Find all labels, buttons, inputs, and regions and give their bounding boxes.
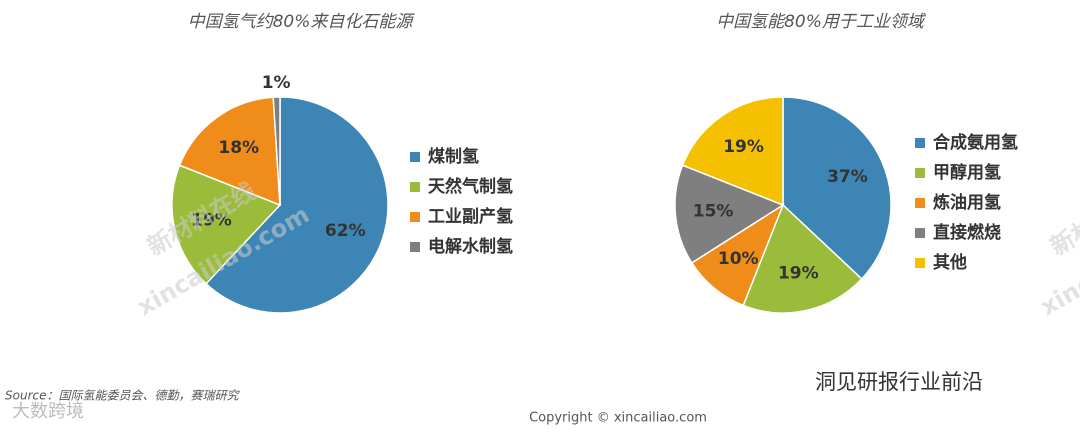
legend-label: 天然气制氢 — [428, 176, 513, 197]
legend-label: 直接燃烧 — [933, 222, 1001, 243]
slice-label: 19% — [778, 264, 819, 284]
slice-label: 19% — [191, 210, 232, 230]
legend-label: 其他 — [933, 252, 967, 273]
legend-label: 合成氨用氢 — [933, 132, 1018, 153]
legend-swatch — [410, 152, 420, 162]
pie-slice — [272, 96, 281, 206]
legend-swatch — [915, 258, 925, 268]
watermark: xincailiao.com — [1036, 200, 1080, 321]
slice-label: 15% — [693, 202, 734, 222]
slice-label: 1% — [262, 73, 291, 93]
slice-label: 62% — [325, 221, 366, 241]
watermark: 大数跨境 — [12, 401, 84, 422]
pie-slice — [681, 96, 784, 207]
slice-label: 19% — [723, 137, 764, 157]
slice-label: 18% — [218, 138, 259, 158]
source: Source：国际氢能委员会、德勤，赛瑞研究 — [5, 389, 240, 403]
legend-swatch — [410, 182, 420, 192]
legend-label: 甲醇用氢 — [933, 162, 1001, 183]
pie-slice — [674, 164, 785, 264]
legend-label: 煤制氢 — [428, 146, 479, 167]
legend-swatch — [410, 212, 420, 222]
watermark: 新材料在线 — [1046, 177, 1080, 261]
pie-slice — [782, 96, 892, 280]
legend-swatch — [915, 198, 925, 208]
slice-label: 10% — [718, 249, 759, 269]
legend-label: 工业副产氢 — [428, 206, 513, 227]
legend-swatch — [915, 168, 925, 178]
legend-label: 电解水制氢 — [428, 236, 513, 257]
legend-swatch — [410, 242, 420, 252]
legend-swatch — [915, 138, 925, 148]
slice-label: 37% — [827, 167, 868, 187]
chart-title: 中国氢能80%用于工业领域 — [716, 12, 927, 32]
legend-swatch — [915, 228, 925, 238]
legend-label: 炼油用氢 — [933, 192, 1001, 213]
wechat-label: 洞见研报行业前沿 — [815, 370, 983, 394]
pie-slice — [205, 96, 389, 314]
copyright: Copyright © xincailiao.com — [529, 411, 707, 426]
pie-slice — [178, 96, 281, 207]
chart-title: 中国氢气约80%来自化石能源 — [188, 12, 416, 32]
